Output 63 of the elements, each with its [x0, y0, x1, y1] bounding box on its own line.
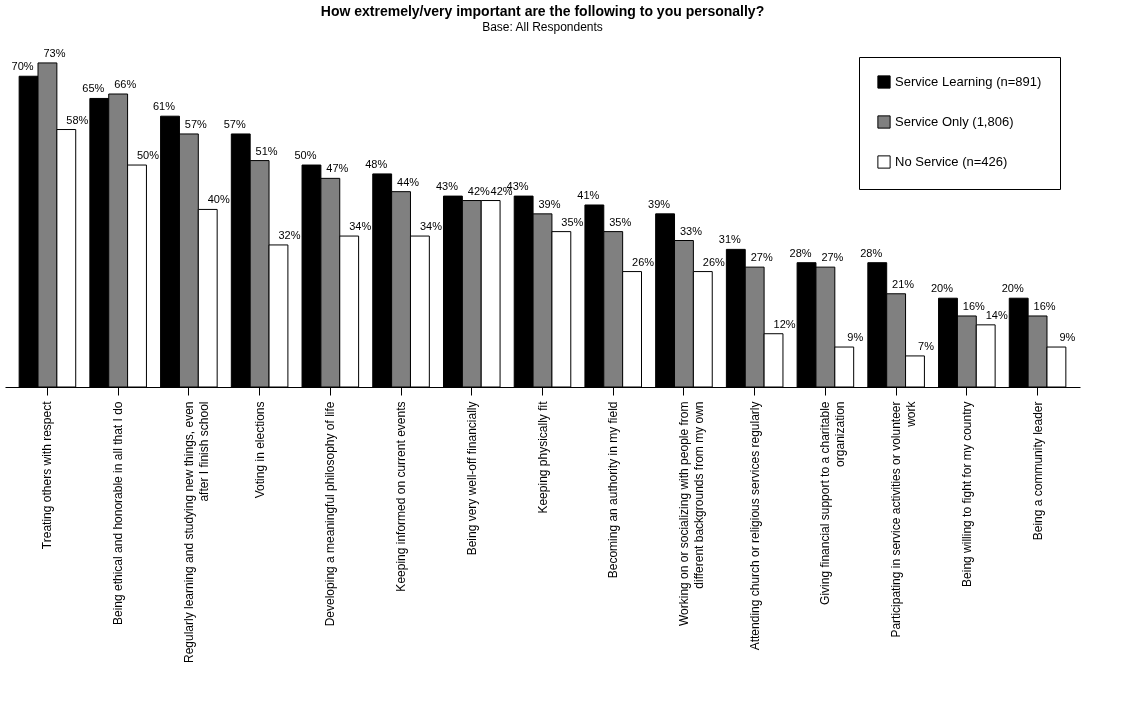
data-label: 73%	[43, 46, 66, 59]
data-label: 20%	[1001, 282, 1024, 295]
data-label: 39%	[538, 197, 561, 210]
x-tick-label: Working on or socializing with people from different backgrounds from my own	[676, 401, 706, 627]
data-label: 34%	[349, 220, 372, 233]
data-label: 35%	[609, 215, 632, 228]
data-label: 20%	[930, 282, 954, 295]
data-label: 28%	[789, 246, 812, 259]
data-label: 51%	[255, 144, 278, 157]
x-tick-label: Keeping informed on current events	[394, 401, 409, 592]
data-label: 16%	[962, 299, 986, 312]
data-label: 43%	[435, 180, 459, 193]
x-tick-label: Voting in elections	[252, 401, 267, 499]
data-label: 9%	[1059, 331, 1076, 344]
data-label: 26%	[702, 255, 726, 268]
legend-label: No Service (n=426)	[895, 154, 1008, 169]
data-label: 21%	[892, 277, 915, 290]
data-label: 70%	[11, 60, 34, 73]
data-label: 40%	[207, 193, 230, 206]
data-label: 28%	[860, 246, 883, 259]
data-label: 50%	[294, 149, 317, 162]
data-label: 42%	[467, 184, 490, 197]
data-label: 35%	[561, 215, 584, 228]
data-label: 65%	[82, 82, 105, 95]
data-label: 31%	[718, 233, 742, 246]
data-label: 33%	[679, 224, 703, 237]
data-label: 50%	[137, 149, 160, 162]
data-label: 9%	[847, 331, 864, 344]
data-label: 57%	[184, 117, 208, 130]
x-tick-label: Treating others with respect	[40, 400, 55, 550]
data-label: 47%	[326, 162, 349, 175]
chart-title: How extremely/very important are the following to you personally?	[320, 3, 765, 19]
data-label: 57%	[223, 117, 246, 130]
x-tick-label: Becoming an authority in my field	[606, 401, 621, 579]
x-tick-label: Being very well-off financially	[464, 401, 479, 556]
data-label: 14%	[985, 308, 1008, 321]
data-label: 27%	[750, 251, 773, 264]
x-tick-label: Being willing to fight for my country	[959, 401, 974, 587]
data-label: 39%	[648, 197, 671, 210]
chart-subtitle: Base: All Respondents	[482, 20, 603, 34]
x-tick-label: Attending church or religious services regularly	[747, 401, 762, 651]
data-label: 48%	[365, 157, 388, 170]
x-tick-label: Being a community leader	[1030, 401, 1045, 541]
data-label: 32%	[278, 228, 301, 241]
legend-label: Service Learning (n=891)	[895, 74, 1042, 89]
x-tick-label: Giving financial support to a charitable organization	[818, 401, 848, 605]
x-tick-label: Being ethical and honorable in all that I do	[111, 401, 126, 625]
data-label: 27%	[821, 251, 844, 264]
data-label: 12%	[773, 317, 796, 330]
data-label: 41%	[577, 188, 600, 201]
data-label: 66%	[114, 78, 137, 90]
x-tick-label: Regularly learning and studying new things, even after I finish school	[181, 401, 211, 663]
legend-label: Service Only (1,806)	[895, 114, 1014, 129]
data-label: 16%	[1033, 299, 1056, 312]
data-label: 61%	[153, 100, 176, 113]
x-tick-label: Participating in service activities or volunteer work	[889, 400, 919, 638]
x-tick-label: Keeping physically fit	[535, 400, 550, 514]
data-label: 34%	[419, 220, 443, 233]
data-label: 58%	[66, 113, 89, 126]
data-label: 26%	[632, 255, 655, 268]
x-tick-label: Developing a meaningful philosophy of life	[323, 401, 338, 627]
data-label: 7%	[918, 339, 935, 352]
data-label: 44%	[397, 175, 420, 188]
